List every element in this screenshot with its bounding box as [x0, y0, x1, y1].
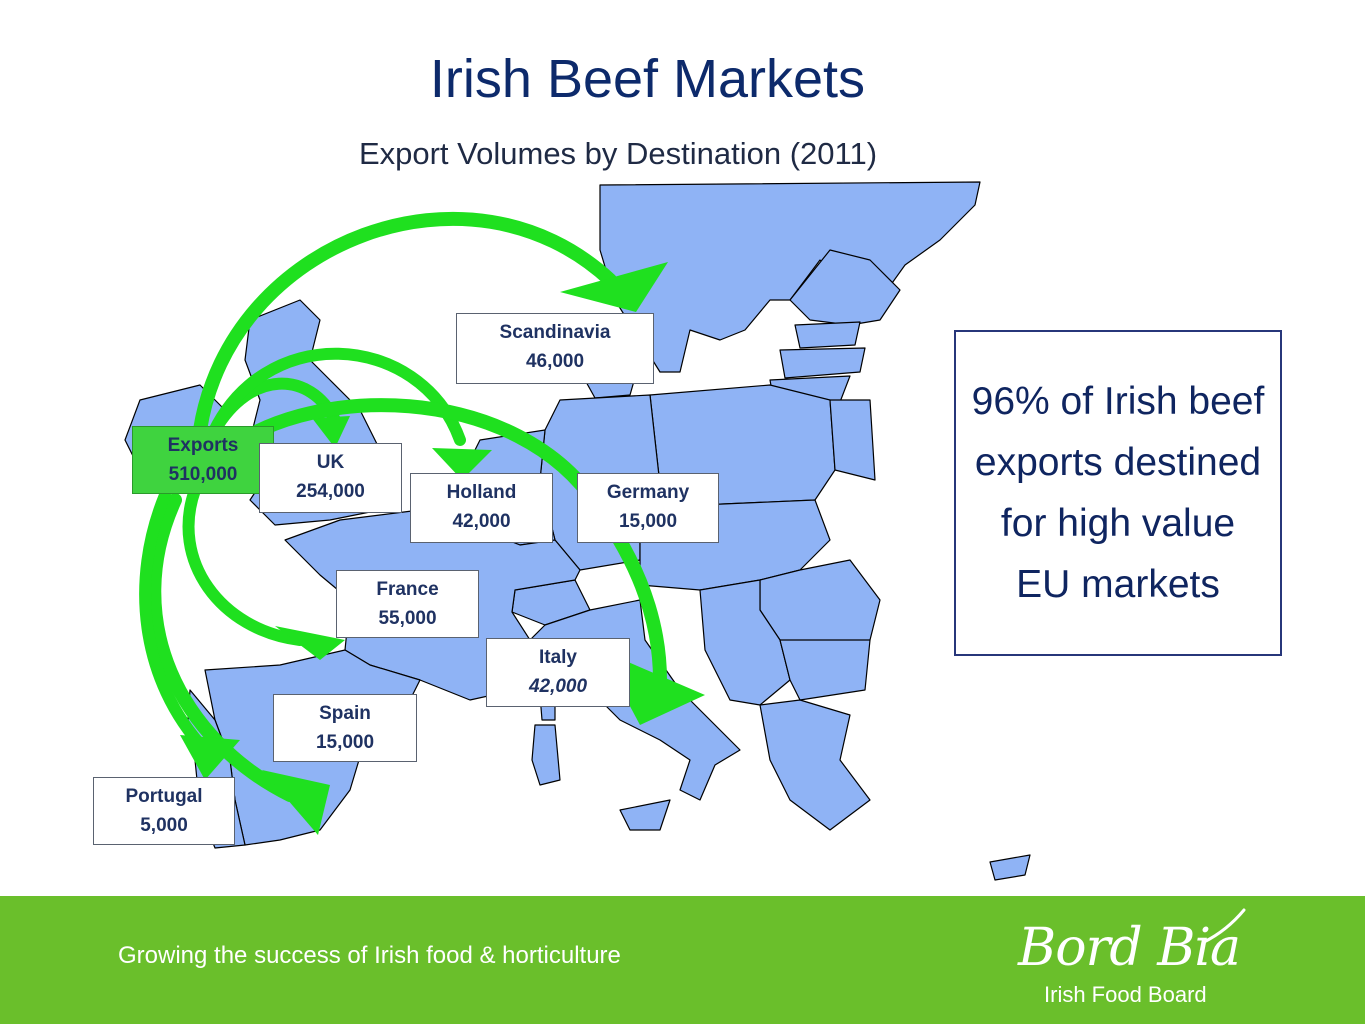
destination-value: 254,000	[296, 481, 365, 502]
arrow-head-spain	[262, 770, 330, 835]
summary-callout-text: 96% of Irish beef exports destined for h…	[971, 380, 1265, 606]
summary-callout: 96% of Irish beef exports destined for h…	[954, 330, 1282, 656]
destination-label-scandinavia: Scandinavia 46,000	[456, 313, 654, 384]
destination-name: Holland	[446, 482, 517, 503]
arrow-spain	[147, 493, 297, 802]
destination-name: Germany	[606, 482, 690, 503]
logo-swoosh-icon	[1202, 908, 1246, 944]
land-sardinia	[531, 724, 561, 786]
land-estonia	[794, 321, 861, 349]
arrow-italy	[208, 398, 667, 687]
destination-name: France	[376, 579, 439, 600]
arrow-head-portugal	[180, 735, 240, 780]
export-arrows	[139, 211, 705, 835]
arrow-head-uk	[312, 416, 350, 448]
destination-name: Portugal	[125, 786, 203, 807]
origin-value: 510,000	[168, 464, 238, 485]
arrow-head-scandinavia	[560, 262, 668, 312]
land-sicily	[619, 799, 671, 831]
destination-label-holland: Holland 42,000	[410, 473, 553, 543]
footer-tagline: Growing the success of Irish food & hort…	[118, 942, 621, 969]
destination-name: UK	[316, 452, 345, 473]
land-latvia	[779, 347, 866, 379]
origin-name: Exports	[167, 435, 239, 456]
destination-label-portugal: Portugal 5,000	[93, 777, 235, 845]
arrow-portugal	[139, 489, 211, 756]
arrow-france	[182, 484, 306, 646]
destination-value: 15,000	[618, 511, 678, 532]
destination-label-uk: UK 254,000	[259, 443, 402, 513]
destination-label-france: France 55,000	[336, 570, 479, 638]
arrow-head-holland	[432, 448, 492, 480]
logo-bord-bia: Bord Bia	[1018, 918, 1241, 978]
destination-label-italy: Italy 42,000	[486, 638, 630, 707]
destination-value: 5,000	[140, 815, 188, 836]
destination-value: 15,000	[315, 732, 375, 753]
arrow-scandinavia	[193, 211, 617, 437]
destination-value: 55,000	[378, 608, 437, 629]
destination-value: 42,000	[452, 511, 511, 532]
arrow-holland	[204, 347, 466, 446]
arrow-head-france	[275, 626, 345, 660]
destination-name: Scandinavia	[499, 322, 611, 343]
destination-label-spain: Spain 15,000	[273, 694, 417, 762]
land-finland	[789, 249, 901, 326]
logo-irish-food-board: Irish Food Board	[1044, 982, 1207, 1007]
destination-name: Italy	[538, 647, 578, 668]
page-title: Irish Beef Markets	[429, 49, 866, 109]
page-subtitle: Export Volumes by Destination (2011)	[358, 136, 878, 171]
footer-bar: Growing the success of Irish food & hort…	[0, 896, 1365, 1024]
destination-name: Spain	[319, 703, 371, 724]
destination-value: 42,000	[528, 676, 588, 697]
land-greece	[759, 699, 871, 831]
land-belarus	[829, 399, 876, 481]
destination-value: 46,000	[525, 351, 585, 372]
destination-label-germany: Germany 15,000	[577, 473, 719, 543]
land-cyprus	[989, 854, 1031, 881]
land-bulgaria	[779, 639, 871, 701]
origin-exports-label: Exports 510,000	[132, 426, 274, 494]
